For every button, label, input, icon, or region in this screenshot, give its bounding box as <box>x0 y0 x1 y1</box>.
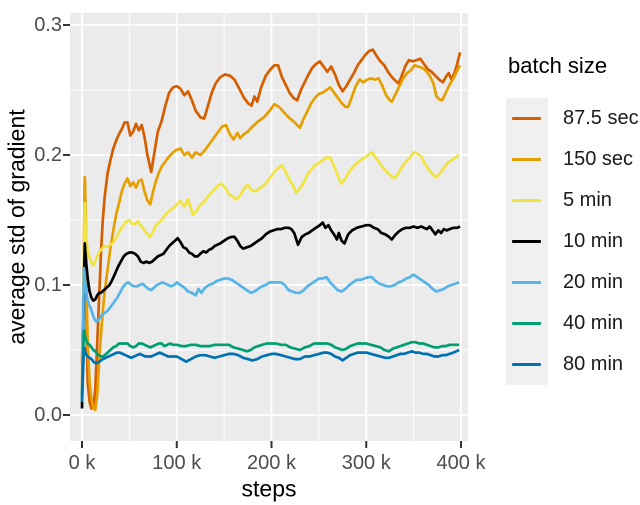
legend-label: 5 min <box>563 189 612 211</box>
legend-label: 80 min <box>563 353 624 375</box>
y-tick-label: 0.0 <box>34 404 62 426</box>
legend-swatch-icon <box>512 117 541 120</box>
legend-key-box <box>506 98 548 139</box>
legend-swatch-icon <box>512 363 541 366</box>
legend-item: 5 min <box>506 180 639 221</box>
y-tick-label: 0.3 <box>34 14 62 36</box>
series-line-87-5-sec <box>80 48 462 410</box>
y-tick-label: 0.1 <box>34 274 62 296</box>
series-line-20-min <box>80 266 460 403</box>
legend-key-box <box>506 221 548 262</box>
x-tick-label: 400 k <box>436 452 486 474</box>
legend-key-box <box>506 139 548 180</box>
series-line-10-min <box>80 221 461 409</box>
legend-label: 20 min <box>563 271 624 293</box>
legend-item: 80 min <box>506 344 639 385</box>
x-tick-label: 200 k <box>247 452 296 474</box>
legend-swatch-icon <box>512 199 541 202</box>
series-line-150-sec <box>80 63 462 412</box>
legend: batch size 87.5 sec 150 sec 5 min 10 min 20 … <box>506 53 639 385</box>
legend-title: batch size <box>508 53 608 78</box>
legend-item: 10 min <box>506 221 639 262</box>
x-axis-title: steps <box>241 475 297 502</box>
legend-swatch-icon <box>512 240 541 243</box>
legend-item: 20 min <box>506 262 639 303</box>
legend-item: 40 min <box>506 303 639 344</box>
legend-key-box <box>506 303 548 344</box>
legend-item: 150 sec <box>506 139 639 180</box>
series-line-40-min <box>80 329 460 396</box>
legend-item: 87.5 sec <box>506 98 639 139</box>
legend-key-box <box>506 180 548 221</box>
legend-keys: 87.5 sec 150 sec 5 min 10 min 20 min 40 min 80… <box>506 98 639 385</box>
legend-label: 10 min <box>563 230 624 252</box>
legend-label: 87.5 sec <box>563 107 639 129</box>
legend-key-box <box>506 344 548 385</box>
y-tick-label: 0.2 <box>34 144 62 166</box>
legend-swatch-icon <box>512 158 541 161</box>
legend-swatch-icon <box>512 322 541 325</box>
legend-label: 40 min <box>563 312 624 334</box>
legend-label: 150 sec <box>563 148 634 170</box>
legend-swatch-icon <box>512 281 541 284</box>
x-tick-label: 100 k <box>152 452 202 474</box>
y-axis-title: average std of gradient <box>3 109 30 345</box>
legend-key-box <box>506 262 548 303</box>
series-line-5-min <box>80 151 460 377</box>
x-tick-label: 300 k <box>341 452 391 474</box>
x-tick-label: 0 k <box>68 452 96 474</box>
series-line-80-min <box>80 346 460 403</box>
